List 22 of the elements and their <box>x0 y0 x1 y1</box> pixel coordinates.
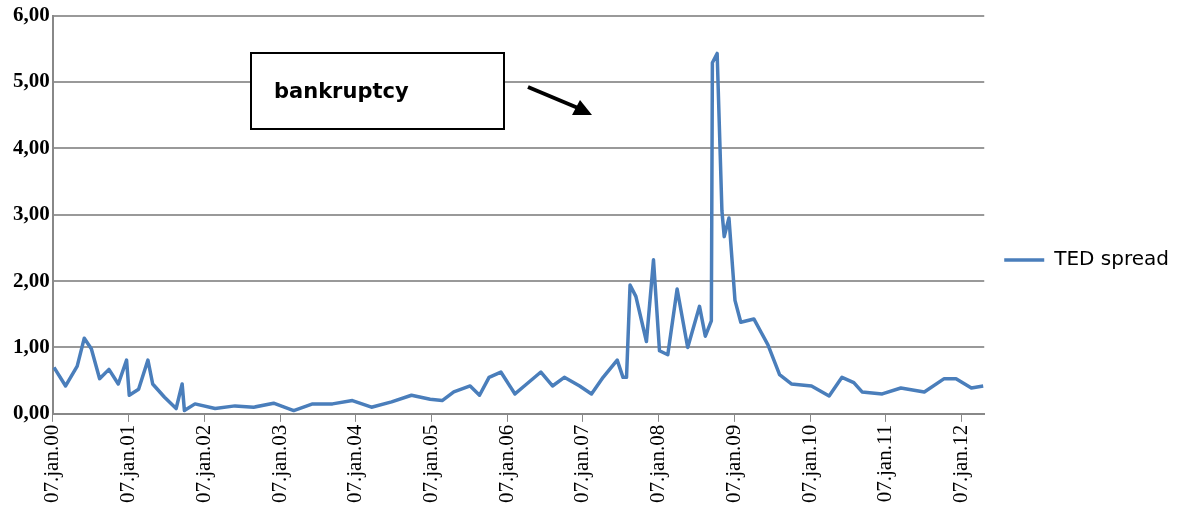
y-tick-label: 6,00 <box>13 2 50 27</box>
y-tick-label: 4,00 <box>13 134 50 159</box>
y-tick-label: 5,00 <box>13 68 50 93</box>
x-tick-label: 07.jan.11 <box>872 424 897 503</box>
y-tick-label: 3,00 <box>13 201 50 226</box>
y-tick-label: 2,00 <box>13 267 50 292</box>
x-tick-label: 07.jan.12 <box>948 424 973 503</box>
x-tick-label: 07.jan.03 <box>266 424 291 503</box>
x-tick-label: 07.jan.04 <box>342 424 367 503</box>
x-tick-label: 07.jan.02 <box>190 424 215 503</box>
legend-label: TED spread <box>1053 246 1169 271</box>
x-tick-label: 07.jan.06 <box>493 424 518 503</box>
x-tick-label: 07.jan.05 <box>418 424 443 503</box>
y-tick-label: 1,00 <box>13 333 50 358</box>
x-tick-label: 07.jan.09 <box>721 424 746 503</box>
y-tick-label: 0,00 <box>13 400 50 425</box>
callout-box: bankruptcy <box>250 52 505 130</box>
x-tick-label: 07.jan.10 <box>796 424 821 503</box>
x-tick-label: 07.jan.08 <box>645 424 670 503</box>
x-tick-label: 07.jan.00 <box>39 424 64 503</box>
x-tick-label: 07.jan.07 <box>569 424 594 503</box>
x-tick-label: 07.jan.01 <box>115 424 140 503</box>
